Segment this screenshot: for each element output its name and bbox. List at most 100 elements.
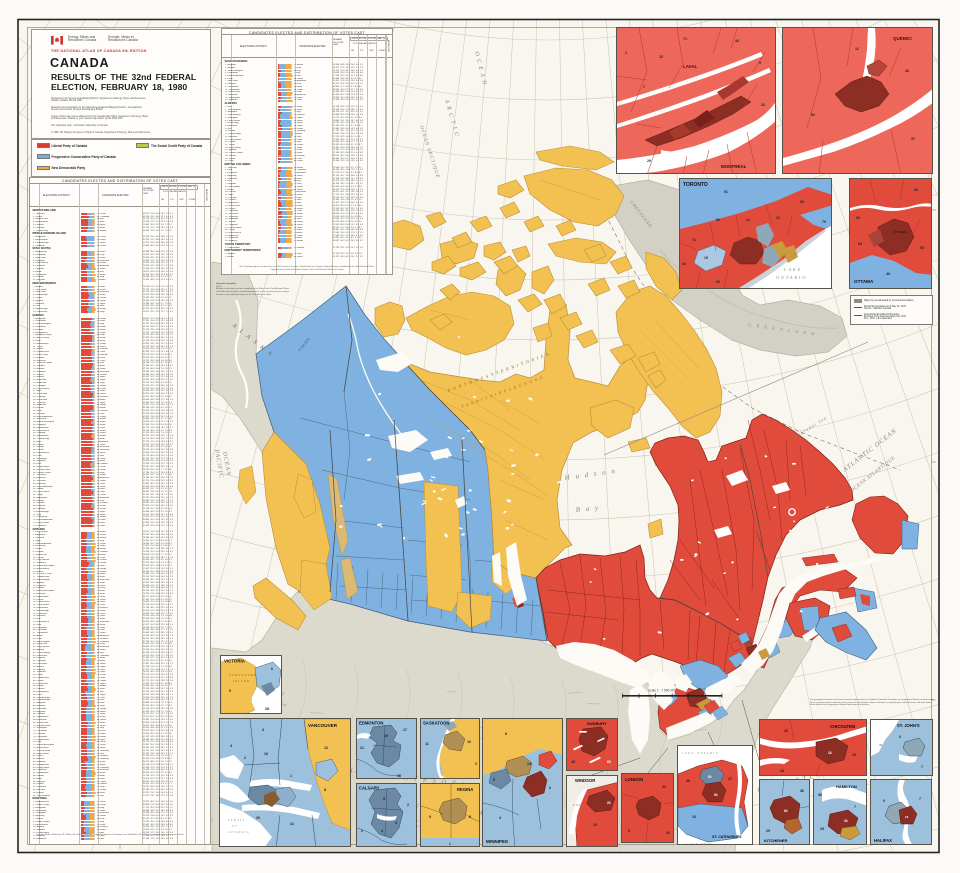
svg-text:71: 71 (683, 37, 687, 41)
svg-text:18: 18 (828, 751, 832, 755)
svg-text:8: 8 (469, 815, 471, 819)
svg-text:16: 16 (666, 831, 670, 835)
svg-text:LAVAL: LAVAL (683, 64, 698, 69)
svg-text:U.S.A.: U.S.A. (573, 803, 581, 807)
svg-text:SASKATOON: SASKATOON (423, 721, 449, 726)
svg-text:2: 2 (361, 829, 363, 833)
svg-text:GEORGIA: GEORGIA (228, 831, 250, 834)
svg-text:16: 16 (264, 752, 268, 756)
svg-text:20: 20 (256, 816, 260, 820)
svg-text:20: 20 (716, 280, 720, 284)
svg-text:12: 12 (324, 746, 328, 750)
svg-text:ONTARIO: ONTARIO (776, 275, 807, 280)
svg-text:VICTORIA: VICTORIA (224, 659, 246, 664)
svg-text:VANCOUVER: VANCOUVER (229, 673, 257, 677)
svg-text:7: 7 (854, 805, 856, 809)
svg-text:OTTAWA: OTTAWA (894, 230, 907, 234)
svg-text:28: 28 (571, 760, 575, 764)
svg-text:16: 16 (692, 815, 696, 819)
svg-text:ST. CATHARINES: ST. CATHARINES (712, 835, 742, 839)
svg-text:8: 8 (505, 732, 507, 736)
svg-text:41: 41 (879, 743, 883, 747)
svg-text:6: 6 (899, 735, 901, 739)
svg-text:STRAIT: STRAIT (228, 819, 245, 822)
svg-text:8: 8 (324, 788, 326, 792)
svg-text:14: 14 (746, 218, 750, 222)
svg-text:11: 11 (425, 742, 429, 746)
svg-text:SUDBURY: SUDBURY (587, 721, 607, 726)
svg-text:9: 9 (759, 61, 761, 65)
svg-text:4: 4 (381, 829, 383, 833)
svg-text:28: 28 (780, 769, 784, 773)
svg-text:4: 4 (499, 816, 501, 820)
svg-text:OF: OF (232, 825, 239, 828)
svg-text:36: 36 (800, 789, 804, 793)
svg-text:LAKE ONTARIO: LAKE ONTARIO (681, 752, 719, 755)
svg-text:6: 6 (549, 786, 551, 790)
svg-text:47: 47 (728, 777, 732, 781)
svg-text:35: 35 (677, 105, 681, 109)
svg-text:19: 19 (852, 753, 856, 757)
svg-text:60: 60 (708, 775, 712, 779)
svg-text:53: 53 (920, 246, 924, 250)
svg-text:6: 6 (271, 667, 273, 671)
svg-text:10: 10 (467, 740, 471, 744)
svg-text:HAMILTON: HAMILTON (836, 784, 857, 789)
svg-text:32: 32 (761, 103, 765, 107)
svg-text:2: 2 (625, 51, 627, 55)
svg-text:4: 4 (230, 744, 232, 748)
svg-text:71: 71 (692, 238, 696, 242)
svg-text:5: 5 (383, 797, 385, 801)
svg-text:33: 33 (784, 729, 788, 733)
svg-text:52: 52 (811, 113, 815, 117)
svg-text:3: 3 (262, 728, 264, 732)
svg-text:86: 86 (716, 218, 720, 222)
svg-text:LAKE: LAKE (783, 267, 802, 272)
svg-text:21: 21 (360, 746, 364, 750)
svg-text:16: 16 (397, 774, 401, 778)
svg-text:VANCOUVER: VANCOUVER (308, 723, 338, 728)
svg-text:19: 19 (384, 734, 388, 738)
svg-text:29: 29 (766, 829, 770, 833)
svg-text:ISLAND: ISLAND (233, 679, 250, 683)
svg-text:7: 7 (643, 85, 645, 89)
svg-text:7: 7 (921, 765, 923, 769)
svg-text:REGINA: REGINA (457, 787, 473, 792)
svg-text:OCEAN: OCEAN (221, 451, 231, 476)
svg-text:2: 2 (475, 762, 477, 766)
svg-text:9: 9 (493, 778, 495, 782)
svg-text:17: 17 (403, 728, 407, 732)
svg-text:14: 14 (527, 762, 531, 766)
svg-text:WINNIPEG: WINNIPEG (486, 839, 509, 844)
svg-text:4: 4 (395, 821, 397, 825)
svg-text:1: 1 (449, 842, 451, 846)
svg-text:54: 54 (856, 216, 860, 220)
svg-text:EDMONTON: EDMONTON (359, 721, 383, 726)
svg-text:2: 2 (407, 803, 409, 807)
svg-text:LONDON: LONDON (625, 777, 643, 782)
svg-text:CHICOUTIMI: CHICOUTIMI (830, 724, 855, 729)
svg-text:HALIFAX: HALIFAX (874, 838, 892, 843)
svg-text:B a y: B a y (575, 503, 600, 514)
svg-text:28: 28 (265, 707, 269, 711)
svg-text:QUÉBEC: QUÉBEC (893, 34, 913, 41)
svg-text:37: 37 (911, 137, 915, 141)
svg-text:5: 5 (229, 689, 231, 693)
svg-text:9: 9 (429, 815, 431, 819)
svg-text:TORONTO: TORONTO (683, 182, 708, 188)
svg-text:20: 20 (607, 801, 611, 805)
svg-text:29: 29 (647, 159, 651, 163)
svg-text:WINDSOR: WINDSOR (575, 778, 595, 783)
svg-text:46: 46 (905, 69, 909, 73)
svg-text:22: 22 (914, 188, 918, 192)
svg-text:22: 22 (290, 822, 294, 826)
svg-text:15: 15 (659, 55, 663, 59)
svg-text:42: 42 (662, 785, 666, 789)
svg-text:49: 49 (686, 779, 690, 783)
svg-text:ST. JOHN'S: ST. JOHN'S (897, 723, 920, 728)
svg-text:KITCHENER: KITCHENER (764, 838, 787, 843)
svg-text:12: 12 (855, 47, 859, 51)
svg-text:46: 46 (886, 272, 890, 276)
svg-text:19: 19 (704, 256, 708, 260)
svg-text:9: 9 (628, 829, 630, 833)
